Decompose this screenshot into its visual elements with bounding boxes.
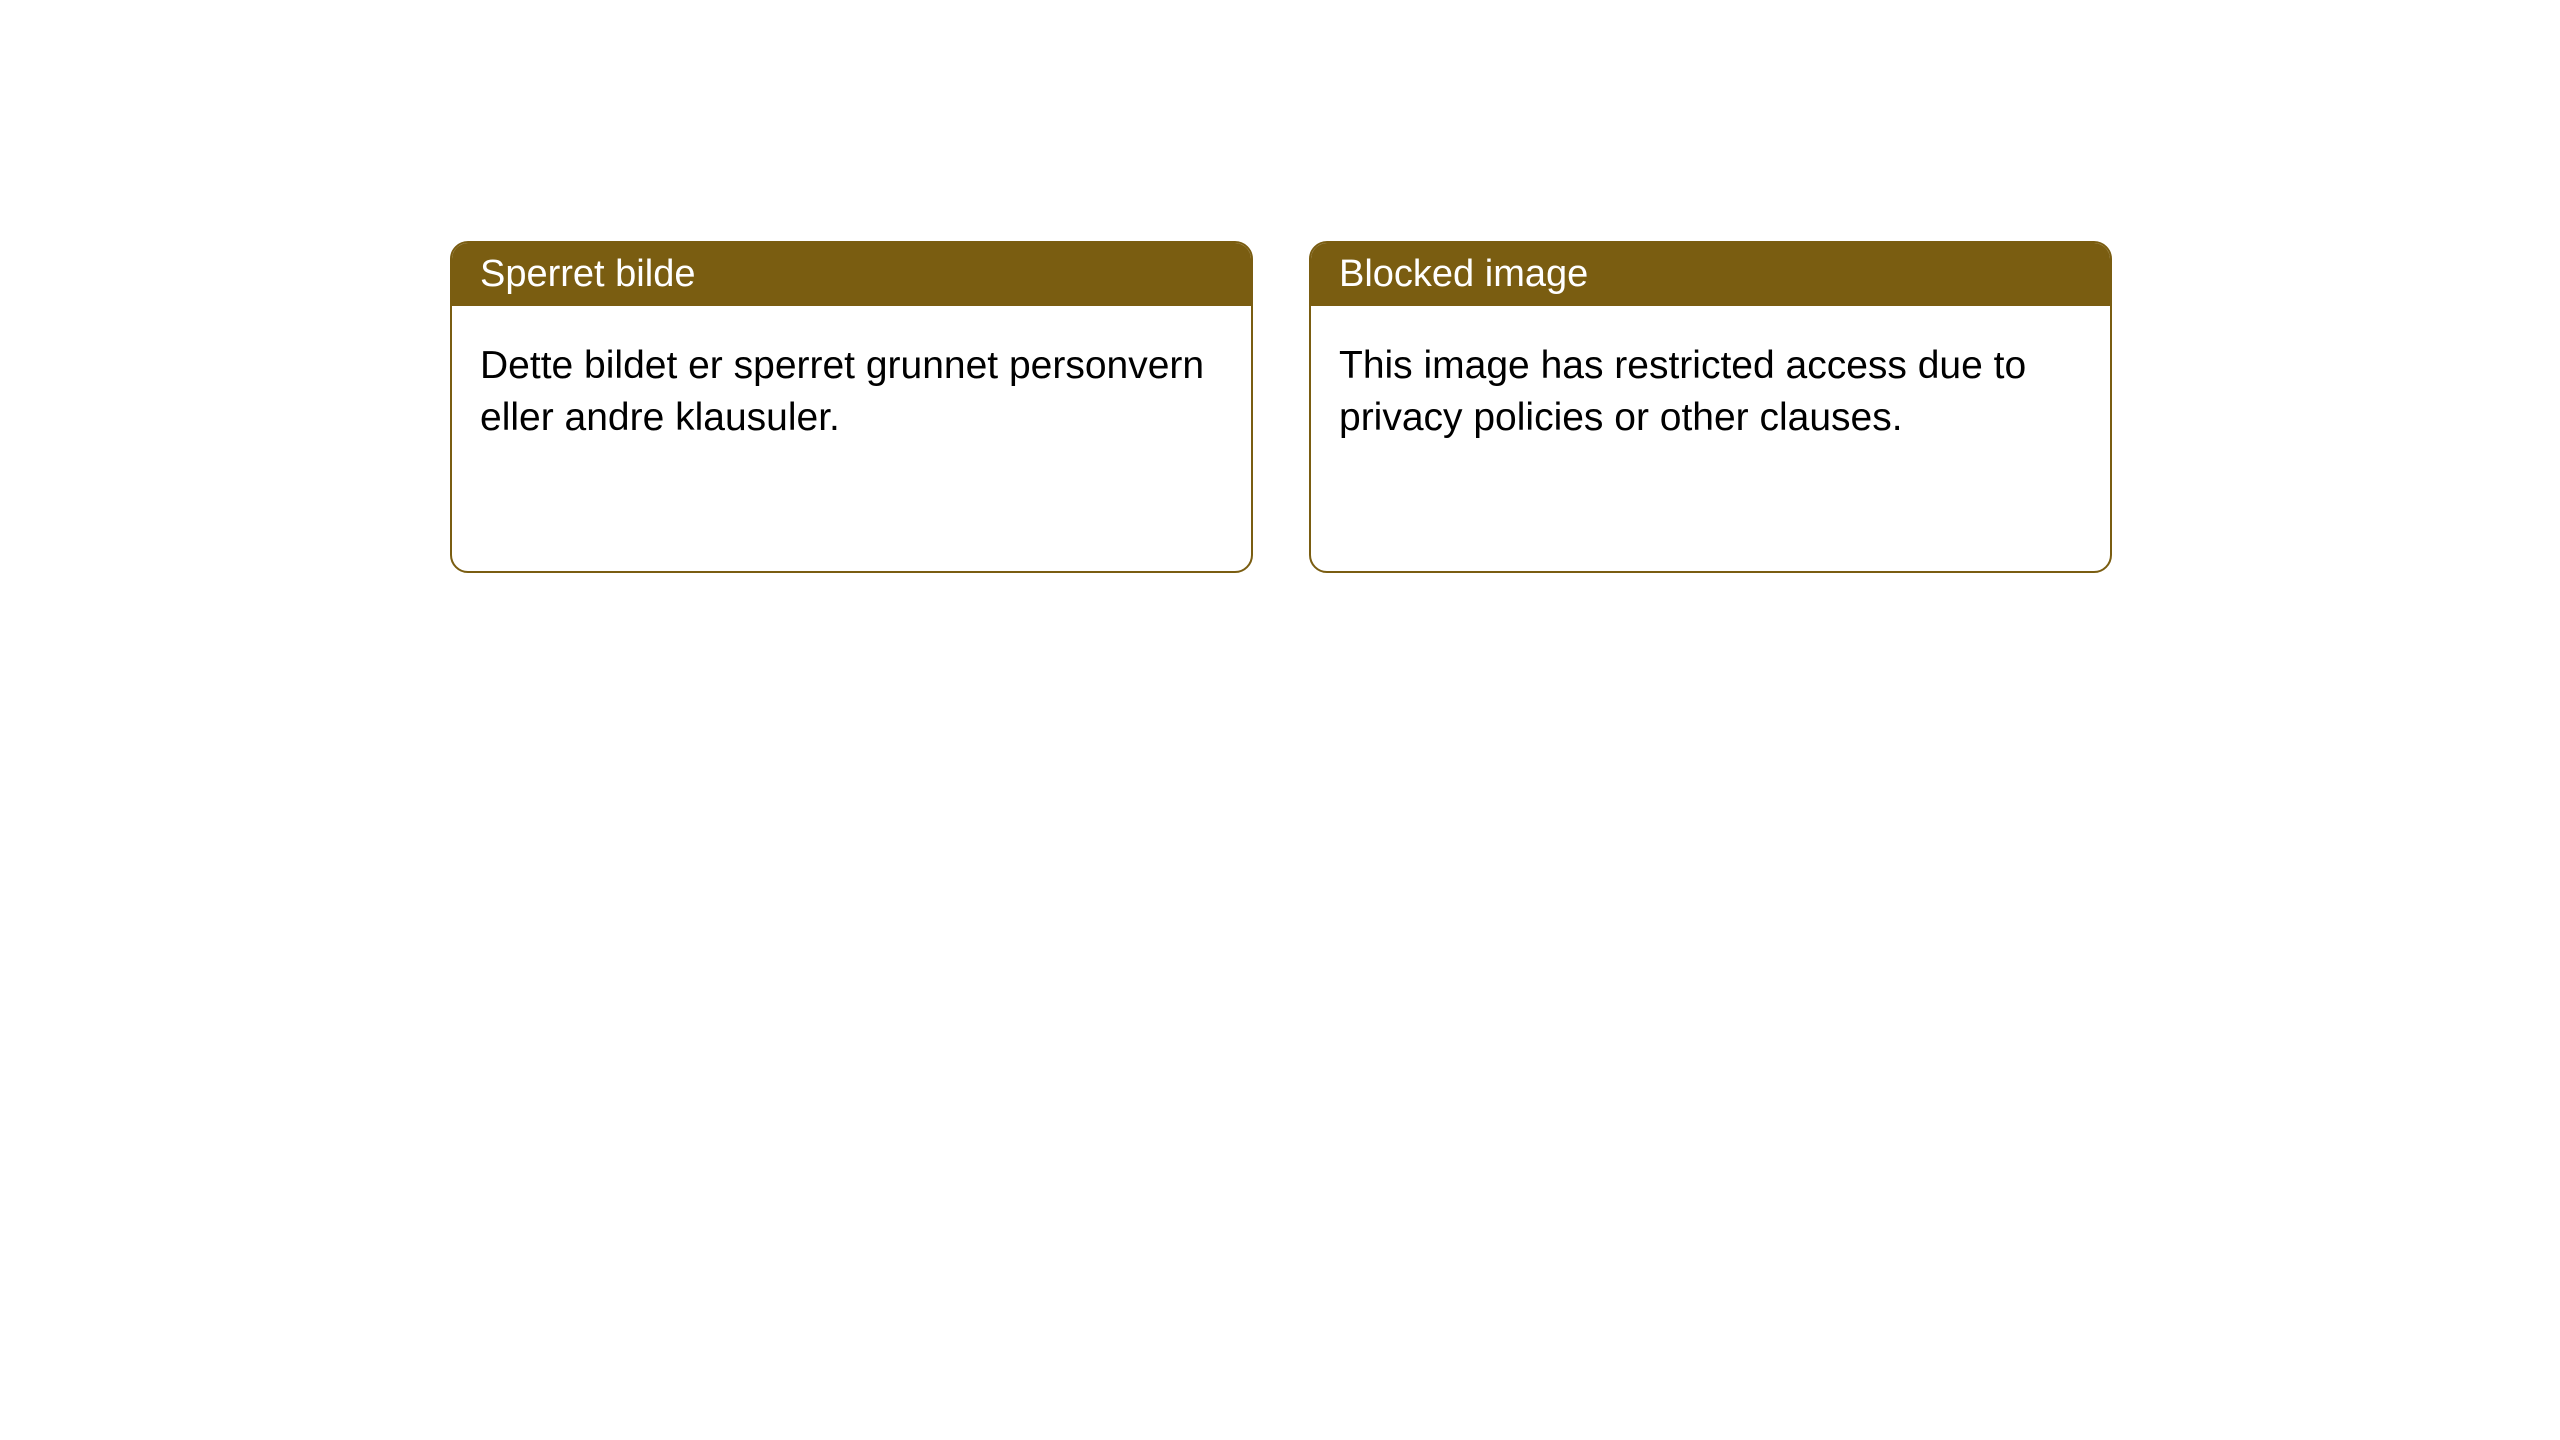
notice-title: Blocked image [1339,253,1588,295]
notice-text: This image has restricted access due to … [1339,344,2026,439]
notice-body: This image has restricted access due to … [1311,306,2110,478]
notice-text: Dette bildet er sperret grunnet personve… [480,344,1204,439]
notice-card-english: Blocked image This image has restricted … [1309,241,2112,573]
notice-container: Sperret bilde Dette bildet er sperret gr… [0,0,2560,573]
notice-header: Blocked image [1311,243,2110,306]
notice-header: Sperret bilde [452,243,1251,306]
notice-title: Sperret bilde [480,253,695,295]
notice-card-norwegian: Sperret bilde Dette bildet er sperret gr… [450,241,1253,573]
notice-body: Dette bildet er sperret grunnet personve… [452,306,1251,478]
